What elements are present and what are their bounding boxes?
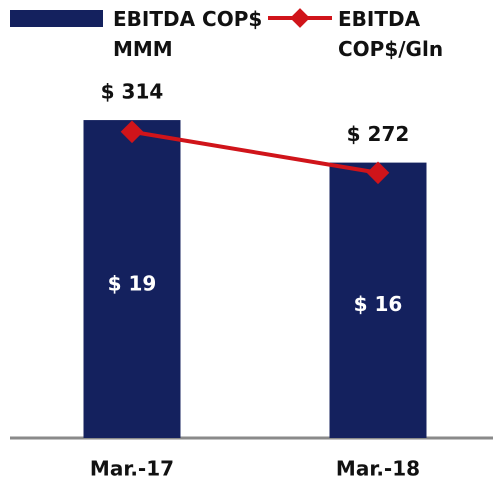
line-value-label: $ 16 xyxy=(354,292,403,316)
line-marker xyxy=(120,120,144,144)
legend-marker xyxy=(290,8,310,28)
legend-label: EBITDA COP$/Gln xyxy=(338,7,444,61)
legend-swatch-bar xyxy=(10,10,103,27)
bar-value-label: $ 272 xyxy=(347,122,410,146)
x-tick-label: Mar.-18 xyxy=(336,457,420,481)
bar xyxy=(83,120,181,438)
line xyxy=(131,129,379,175)
legend-label: EBITDA COP$ MMM xyxy=(113,7,263,61)
x-tick-label: Mar.-17 xyxy=(90,457,174,481)
bar-value-label: $ 314 xyxy=(101,80,164,104)
bar xyxy=(329,162,427,438)
line-value-label: $ 19 xyxy=(108,271,157,295)
